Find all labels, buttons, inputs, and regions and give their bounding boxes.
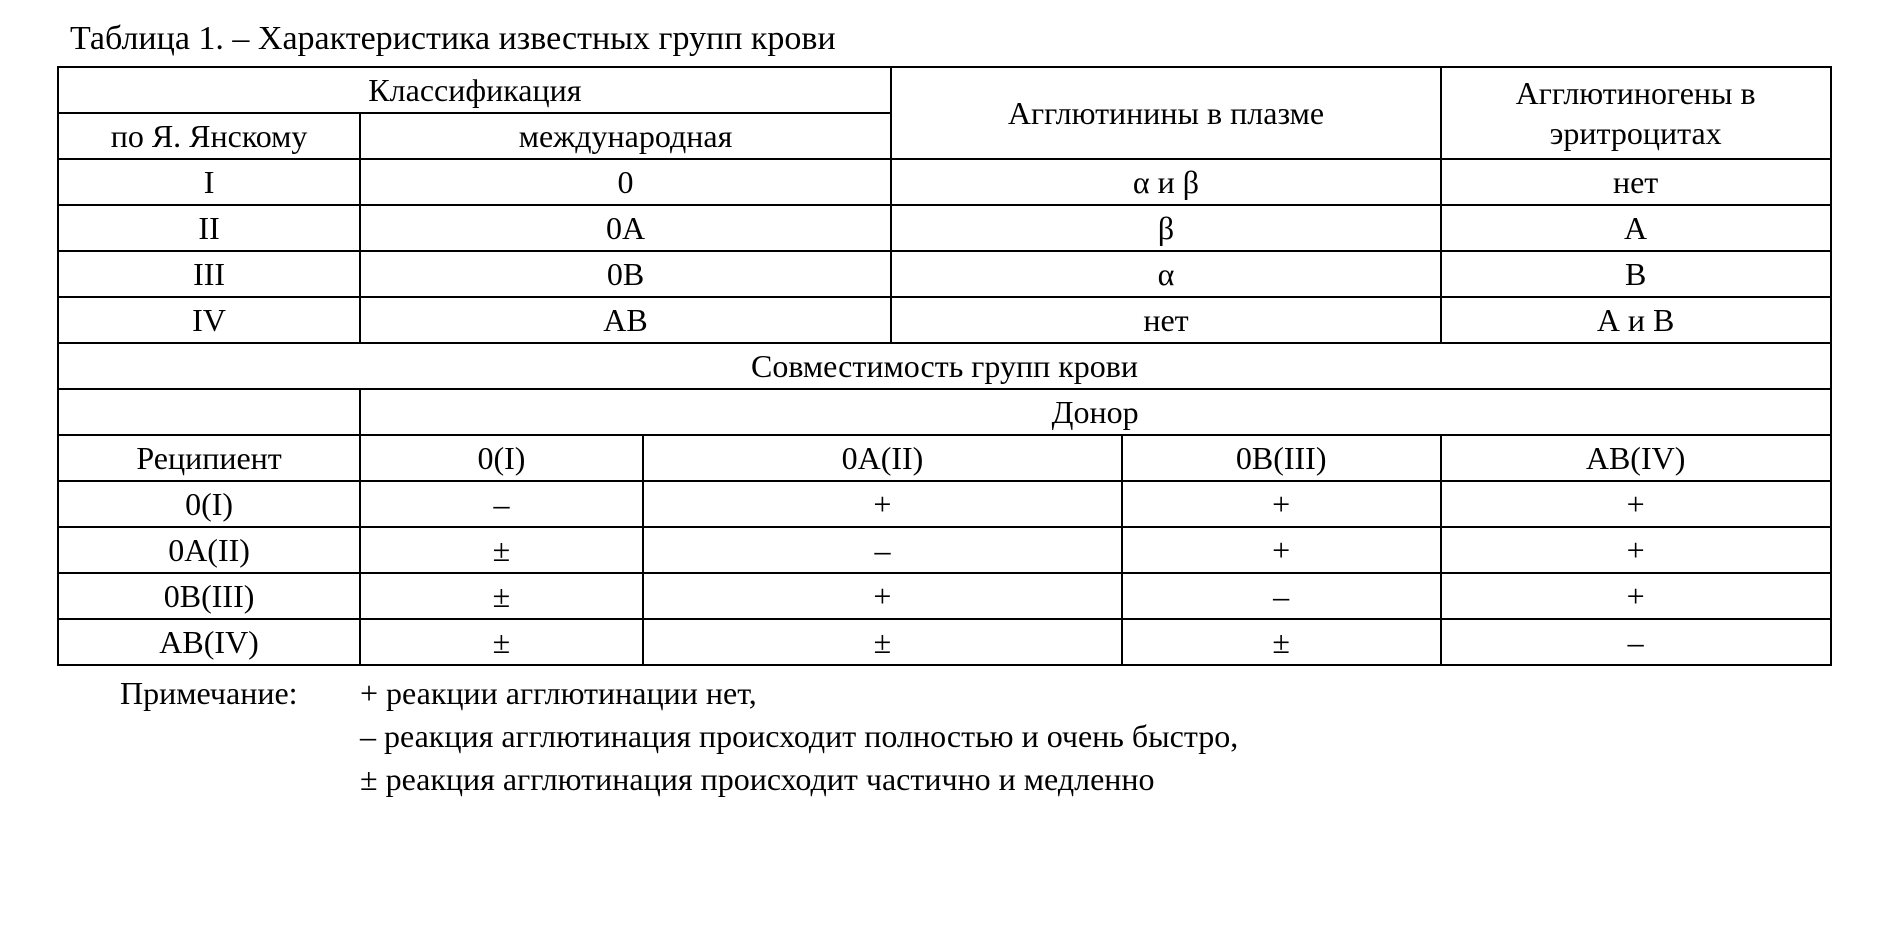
cell-compat: + [1441,527,1831,573]
cell-agglutinogens: B [1441,251,1831,297]
cell-compat: + [1441,481,1831,527]
table-row: III 0B α B [58,251,1830,297]
cell-jansky: I [58,159,359,205]
footnote-line: + реакции агглютинации нет, [360,672,1859,715]
header-agglutinogens: Агглютиногены в эритроцитах [1441,67,1831,159]
cell-compat: + [643,573,1121,619]
header-agglutinins: Агглютинины в плазме [891,67,1440,159]
footnote: Примечание: + реакции агглютинации нет, … [120,672,1859,802]
cell-recipient: 0B(III) [58,573,359,619]
cell-compat: – [1441,619,1831,665]
cell-compat: – [643,527,1121,573]
cell-compat: + [643,481,1121,527]
cell-compat: + [1441,573,1831,619]
cell-agglutinogens: А и В [1441,297,1831,343]
header-donor-col: AB(IV) [1441,435,1831,481]
cell-international: AB [360,297,892,343]
cell-compat: ± [360,619,644,665]
cell-jansky: III [58,251,359,297]
table-row: II 0A β A [58,205,1830,251]
header-by-jansky: по Я. Янскому [58,113,359,159]
header-empty [58,389,359,435]
cell-agglutinogens: нет [1441,159,1831,205]
cell-jansky: II [58,205,359,251]
cell-compat: – [360,481,644,527]
footnote-label: Примечание: [120,672,360,715]
table-row: 0(I) – + + + [58,481,1830,527]
cell-agglutinins: α и β [891,159,1440,205]
table-row: 0A(II) ± – + + [58,527,1830,573]
cell-compat: ± [360,573,644,619]
table-row: 0B(III) ± + – + [58,573,1830,619]
cell-international: 0A [360,205,892,251]
cell-agglutinins: нет [891,297,1440,343]
header-international: международная [360,113,892,159]
cell-recipient: AB(IV) [58,619,359,665]
cell-compat: + [1122,481,1441,527]
table-row: IV AB нет А и В [58,297,1830,343]
table-row: I 0 α и β нет [58,159,1830,205]
cell-compat: + [1122,527,1441,573]
header-donor-col: 0B(III) [1122,435,1441,481]
cell-international: 0B [360,251,892,297]
header-classification: Классификация [58,67,891,113]
cell-compat: ± [1122,619,1441,665]
cell-agglutinogens: A [1441,205,1831,251]
header-donor-col: 0A(II) [643,435,1121,481]
table-caption: Таблица 1. – Характеристика известных гр… [70,20,1859,58]
cell-international: 0 [360,159,892,205]
header-donor: Донор [360,389,1831,435]
table-row: AB(IV) ± ± ± – [58,619,1830,665]
cell-recipient: 0A(II) [58,527,359,573]
cell-jansky: IV [58,297,359,343]
header-donor-col: 0(I) [360,435,644,481]
cell-agglutinins: β [891,205,1440,251]
cell-compat: ± [360,527,644,573]
cell-compat: ± [643,619,1121,665]
blood-groups-table: Классификация Агглютинины в плазме Агглю… [57,66,1831,666]
header-compatibility: Совместимость групп крови [58,343,1830,389]
footnote-line: – реакция агглютинация происходит полнос… [360,715,1859,758]
header-recipient: Реципиент [58,435,359,481]
cell-agglutinins: α [891,251,1440,297]
cell-recipient: 0(I) [58,481,359,527]
cell-compat: – [1122,573,1441,619]
footnote-spacer [120,758,360,801]
footnote-line: ± реакция агглютинация происходит частич… [360,758,1859,801]
footnote-spacer [120,715,360,758]
